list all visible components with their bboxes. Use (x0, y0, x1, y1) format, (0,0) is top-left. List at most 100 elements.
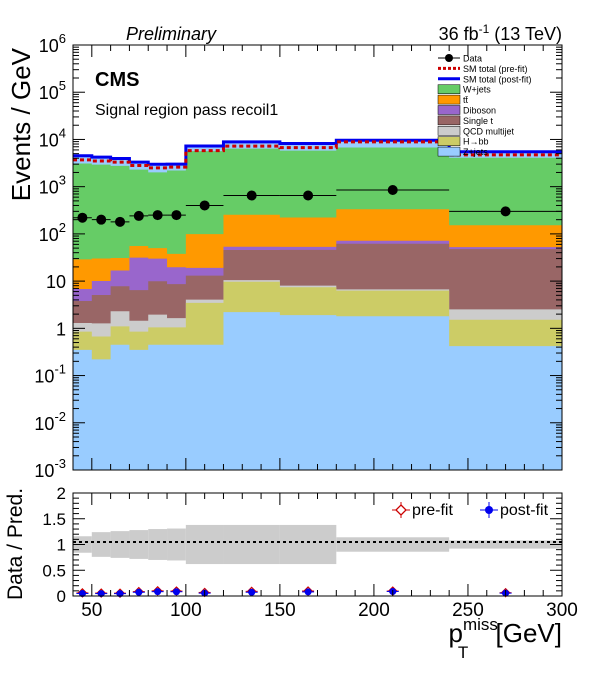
data-point (500, 206, 511, 217)
postfit-point (116, 590, 124, 598)
y-tick-label: 103 (39, 173, 66, 198)
main-plot (72, 44, 563, 471)
data-point (96, 214, 107, 225)
stack-z-jets-area (73, 312, 562, 470)
preliminary-label: Preliminary (126, 24, 217, 44)
postfit-legend-marker (485, 506, 493, 514)
x-tick-label: 300 (546, 600, 578, 621)
ratio-y-tick-label: 1.5 (42, 510, 66, 529)
y-tick-label-base: 10 (39, 178, 59, 198)
x-tick-label: 100 (170, 600, 202, 621)
legend-label: Data (463, 54, 482, 64)
x-axis-label-unit: [GeV] (488, 618, 562, 648)
y-tick-label-base: 10 (46, 272, 66, 292)
y-tick-label-base: 10 (34, 414, 54, 434)
main-plot-frame (72, 44, 563, 471)
band-bin (279, 524, 337, 565)
y-tick-label: 102 (39, 220, 66, 245)
main-y-axis-label: Events / GeV (6, 47, 36, 201)
y-tick-label: 10-3 (34, 456, 66, 481)
y-tick-label-base: 10 (39, 225, 59, 245)
data-point (171, 210, 182, 221)
legend-data-marker (445, 54, 453, 62)
legend-swatch (437, 84, 461, 94)
y-tick-label-exponent: -2 (54, 409, 66, 424)
y-tick-label-exponent: 2 (59, 220, 66, 235)
y-tick-label: 10-1 (34, 362, 66, 387)
y-tick-label-exponent: 5 (59, 78, 66, 93)
data-point (199, 200, 210, 211)
legend-label: Single t (463, 116, 494, 126)
band-bin (110, 531, 130, 558)
postfit-point (135, 588, 143, 596)
legend-swatch (437, 115, 461, 126)
band-bin (223, 524, 280, 565)
lumi-value: 36 fb (439, 24, 479, 44)
y-tick-label-exponent: -1 (54, 362, 66, 377)
legend-label: Z+jets (463, 147, 488, 157)
data-points (73, 184, 562, 227)
data-point (387, 184, 398, 195)
band-bin (336, 537, 450, 552)
legend-swatch (437, 136, 461, 146)
ratio-y-tick-label: 0.5 (42, 561, 66, 580)
prefit-legend-marker (395, 504, 407, 516)
x-tick-label: 150 (264, 600, 296, 621)
y-tick-label: 105 (39, 78, 66, 103)
cms-label: CMS (95, 69, 139, 91)
y-tick-label-exponent: -3 (54, 456, 66, 471)
y-tick-label-base: 1 (56, 319, 66, 339)
band-bin (129, 530, 149, 559)
band-bin (148, 529, 168, 560)
main-axis-ticks (72, 44, 563, 471)
y-tick-label: 10-2 (34, 409, 66, 434)
sm-total-lines (73, 138, 562, 170)
band-bin (167, 528, 186, 561)
data-point (303, 190, 314, 201)
y-tick-label: 104 (39, 125, 66, 150)
x-tick-label: 50 (81, 600, 102, 621)
x-tick-label: 250 (452, 600, 484, 621)
y-tick-label-exponent: 6 (59, 31, 66, 46)
y-tick-label-exponent: 4 (59, 125, 66, 140)
data-point (77, 212, 88, 223)
sm-total-postfit-line (73, 138, 562, 166)
legend-swatch (437, 146, 461, 157)
legend-label: SM total (post-fit) (463, 74, 532, 84)
legend-swatch (437, 94, 461, 105)
data-point (246, 190, 257, 201)
postfit-point (248, 588, 256, 596)
x-tick-labels: 50 100 150 200 250 300 (81, 600, 578, 621)
sm-total-prefit-line (73, 140, 562, 170)
x-axis-label-p: p (448, 618, 462, 648)
prefit-legend-label: pre-fit (412, 502, 453, 519)
ratio-plot-frame (72, 492, 563, 597)
legend-label: tt̄ (463, 95, 469, 105)
band-bin (185, 524, 224, 565)
postfit-legend-label: post-fit (500, 502, 549, 519)
band-bin (91, 532, 111, 557)
stacked-histograms (73, 140, 562, 470)
x-axis-label-sub: T (458, 643, 468, 662)
ratio-y-tick-labels: 0 0.5 1 1.5 2 (42, 484, 66, 606)
ratio-legend: pre-fit post-fit (392, 502, 549, 519)
legend-label: Diboson (463, 106, 496, 116)
x-tick-label: 200 (358, 600, 390, 621)
y-tick-label-exponent: 3 (59, 173, 66, 188)
legend-label: H→bb (463, 137, 489, 147)
ratio-y-axis-label: Data / Pred. (4, 488, 27, 600)
lumi-label: 36 fb-1 (13 TeV) (439, 22, 562, 44)
y-tick-label-base: 10 (34, 461, 54, 481)
legend-swatch (437, 105, 461, 115)
legend-label: W+jets (463, 85, 491, 95)
y-tick-label-base: 10 (39, 83, 59, 103)
uncertainty-band (73, 524, 562, 565)
ratio-y-tick-label: 0 (57, 587, 66, 606)
x-axis-label: pmiss T [GeV] (448, 615, 562, 662)
y-tick-label-base: 10 (39, 130, 59, 150)
legend-label: QCD multijet (463, 126, 515, 136)
y-tick-label-base: 10 (34, 367, 54, 387)
